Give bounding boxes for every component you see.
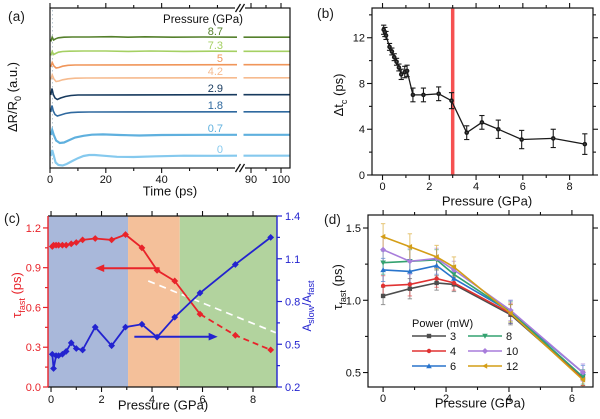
svg-text:4: 4 <box>359 124 365 136</box>
panel-a-xlabel: Time (ps) <box>142 183 198 199</box>
svg-text:6: 6 <box>569 393 575 405</box>
svg-text:8: 8 <box>250 394 256 406</box>
panel-b-ylabel: Δtc (ps) <box>331 73 349 117</box>
panel-b-xlabel: Pressure (GPa) <box>441 193 533 209</box>
panel-c-ylabel-left: τfast (ps) <box>9 272 27 318</box>
svg-text:0: 0 <box>379 181 385 193</box>
svg-text:2: 2 <box>443 393 449 405</box>
svg-text:0.0: 0.0 <box>26 382 41 394</box>
svg-text:10: 10 <box>506 346 518 358</box>
svg-text:100: 100 <box>272 174 290 186</box>
svg-text:5: 5 <box>217 53 223 65</box>
svg-text:8: 8 <box>506 331 512 343</box>
svg-text:4: 4 <box>450 346 456 358</box>
svg-text:0.5: 0.5 <box>346 368 361 380</box>
svg-text:0: 0 <box>380 393 386 405</box>
svg-text:2: 2 <box>426 181 432 193</box>
svg-text:4.2: 4.2 <box>208 66 223 78</box>
panel-c-letter: (c) <box>4 211 21 226</box>
svg-text:90: 90 <box>245 174 257 186</box>
panel-a-letter: (a) <box>8 9 26 24</box>
svg-text:1.2: 1.2 <box>26 223 41 235</box>
svg-text:1.4: 1.4 <box>285 211 300 223</box>
svg-text:0.8: 0.8 <box>285 297 300 309</box>
svg-text:0.6: 0.6 <box>26 302 41 314</box>
svg-text:6: 6 <box>520 181 526 193</box>
svg-text:0: 0 <box>217 144 223 156</box>
svg-text:40: 40 <box>156 174 168 186</box>
svg-text:0.2: 0.2 <box>285 382 300 394</box>
svg-text:0: 0 <box>359 170 365 182</box>
svg-text:0: 0 <box>48 394 54 406</box>
svg-text:20: 20 <box>100 174 112 186</box>
svg-text:0.7: 0.7 <box>208 123 223 135</box>
svg-text:Power (mW): Power (mW) <box>412 318 473 330</box>
svg-text:2.9: 2.9 <box>208 83 223 95</box>
panel-a-ylabel: ΔR/R0 (a.u.) <box>5 61 23 133</box>
svg-text:1.5: 1.5 <box>346 223 361 235</box>
svg-text:6: 6 <box>450 361 456 373</box>
svg-text:12: 12 <box>506 361 518 373</box>
svg-text:3: 3 <box>450 331 456 343</box>
panel-c-xlabel: Pressure (GPa) <box>117 397 209 413</box>
svg-text:1.1: 1.1 <box>285 254 300 266</box>
panel-a-annotation: Pressure (GPa) <box>163 14 243 26</box>
svg-text:0.5: 0.5 <box>285 339 300 351</box>
svg-text:6: 6 <box>199 394 205 406</box>
svg-text:8.7: 8.7 <box>208 26 223 38</box>
svg-text:8: 8 <box>359 78 365 90</box>
svg-text:12: 12 <box>353 33 365 45</box>
panel-b-letter: (b) <box>317 6 335 21</box>
panel-d-ylabel: τfast (ps) <box>330 264 348 310</box>
panel-c-ylabel-right: Aslow/Afast <box>301 280 317 332</box>
svg-text:4: 4 <box>149 394 155 406</box>
svg-text:2: 2 <box>98 394 104 406</box>
svg-text:7.3: 7.3 <box>208 40 223 52</box>
svg-text:4: 4 <box>506 393 512 405</box>
panel-d-xlabel: Pressure (GPa) <box>434 395 526 411</box>
svg-text:0.9: 0.9 <box>26 263 41 275</box>
svg-text:0: 0 <box>47 174 53 186</box>
svg-text:8: 8 <box>567 181 573 193</box>
svg-text:0.3: 0.3 <box>26 342 41 354</box>
svg-text:4: 4 <box>473 181 479 193</box>
svg-text:1.0: 1.0 <box>346 295 361 307</box>
panel-d-letter: (d) <box>324 212 342 227</box>
svg-text:1.8: 1.8 <box>208 100 223 112</box>
